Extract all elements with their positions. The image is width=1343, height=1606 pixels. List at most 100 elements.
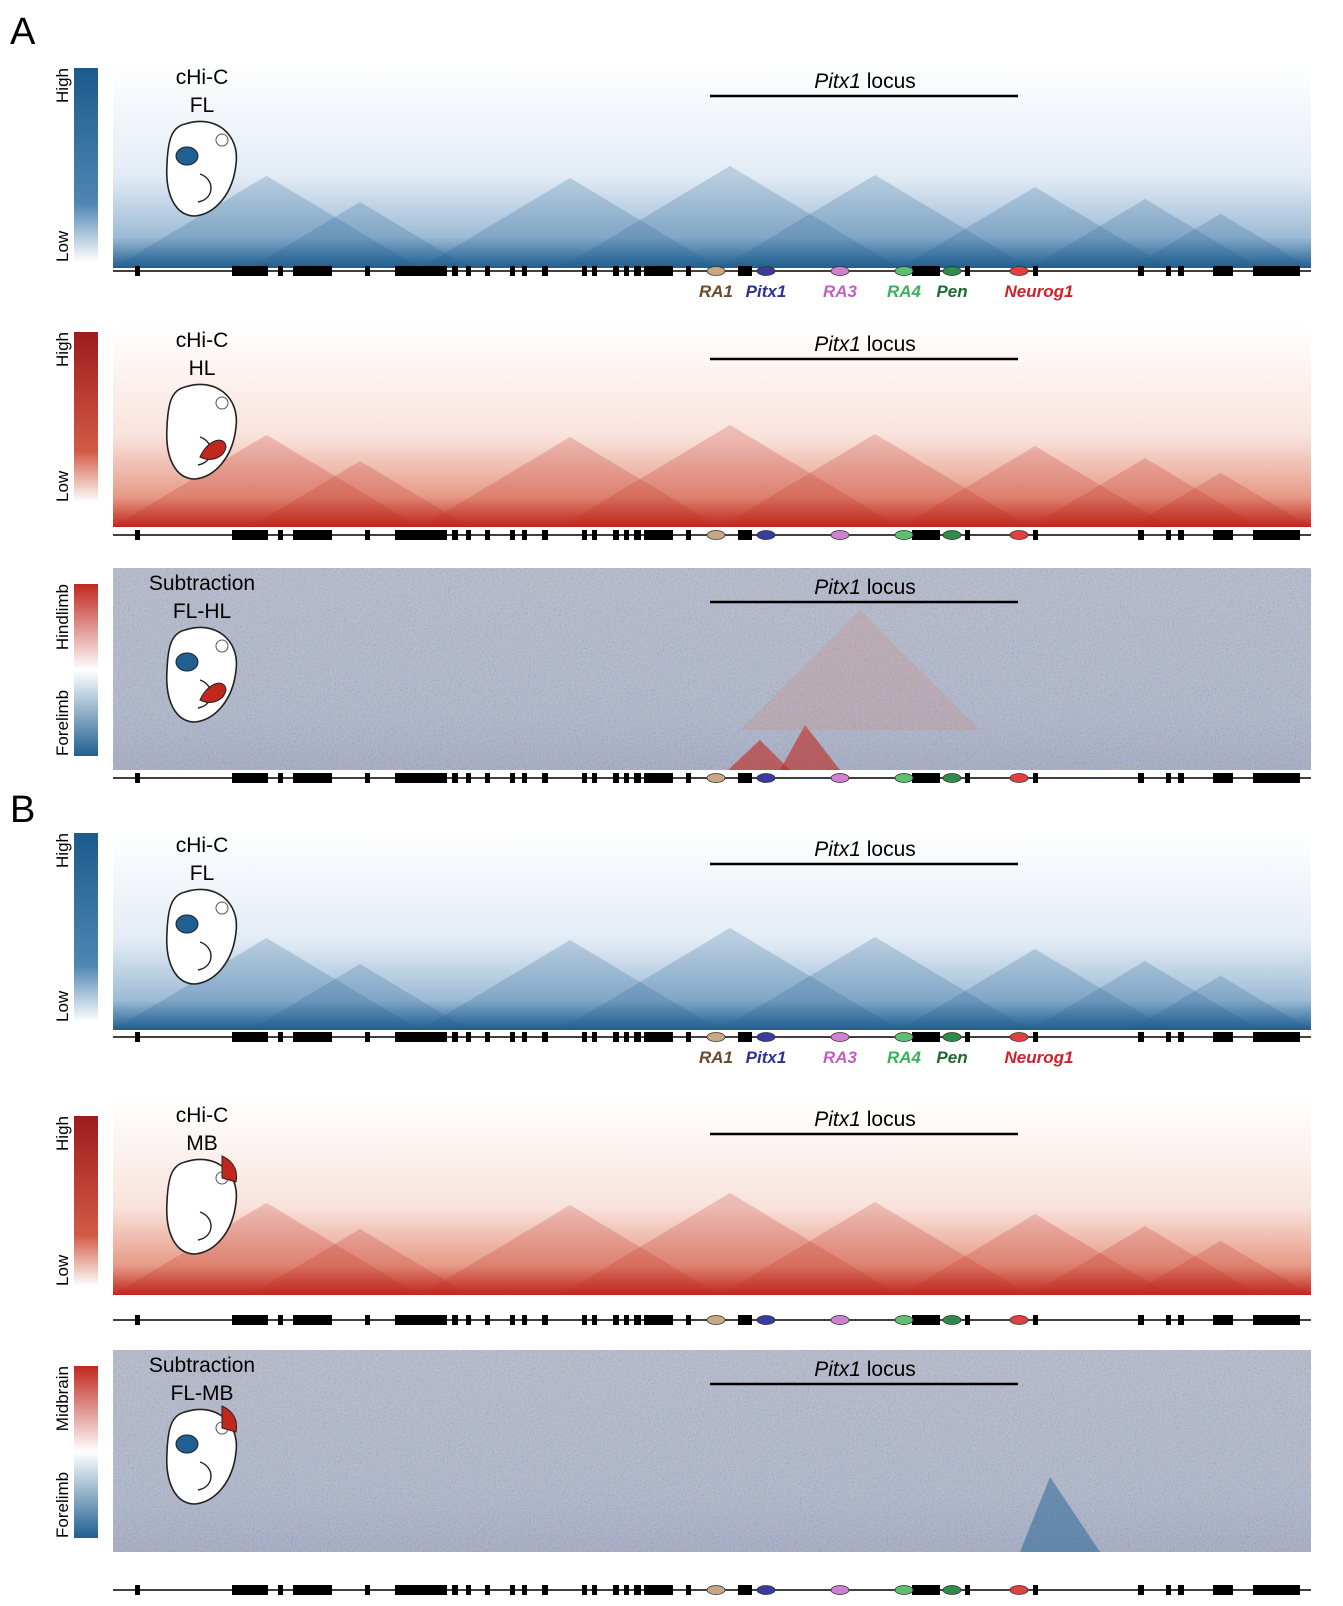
gene-block: [452, 773, 458, 783]
gene-block: [1213, 266, 1233, 276]
gene-block: [522, 1315, 527, 1325]
gene-block: [510, 1585, 515, 1595]
gene-block: [522, 773, 527, 783]
element: [943, 1586, 961, 1595]
element: [1010, 774, 1028, 783]
locus-text: locus: [867, 333, 916, 356]
element: [1010, 1586, 1028, 1595]
gene-block: [232, 1315, 268, 1325]
element: [757, 774, 775, 783]
gene-block: [232, 1585, 268, 1595]
locus-gene: Pitx1: [814, 838, 861, 861]
element: [831, 1316, 849, 1325]
gene-block: [686, 1315, 691, 1325]
gene-block: [365, 530, 370, 540]
gene-block: [1138, 1585, 1144, 1595]
gene-block: [1253, 1585, 1300, 1595]
gene-block: [582, 1032, 587, 1042]
gene-block: [592, 266, 597, 276]
gene-block: [592, 773, 597, 783]
gene-block: [542, 773, 548, 783]
colorbar-top: High: [53, 68, 72, 103]
gene-block: [1213, 1585, 1233, 1595]
gene-block: [232, 266, 268, 276]
sample-label: cHi-C: [176, 834, 229, 857]
locus-text: locus: [867, 70, 916, 93]
gene-block: [738, 1585, 752, 1595]
gene-block: [293, 1032, 332, 1042]
gene-block: [466, 1315, 471, 1325]
gene-block: [485, 1032, 490, 1042]
gene-block: [634, 1585, 641, 1595]
colorbar: [74, 332, 98, 502]
gene-block: [395, 1315, 447, 1325]
gene-block: [1253, 773, 1300, 783]
figure: A B Pitx1 locusHighLowcHi-CFLRA1Pitx1RA3…: [0, 0, 1343, 1606]
colorbar-bottom: Low: [53, 230, 72, 262]
colorbar-bottom: Forelimb: [53, 1472, 72, 1538]
gene-block: [1138, 266, 1144, 276]
gene-block: [592, 530, 597, 540]
colorbar: [74, 1116, 98, 1286]
locus-gene: Pitx1: [814, 70, 861, 93]
element: [831, 1033, 849, 1042]
gene-block: [613, 1585, 619, 1595]
gene-label: RA4: [887, 282, 922, 301]
gene-block: [1033, 1032, 1038, 1042]
gene-block: [365, 1032, 370, 1042]
gene-block: [1178, 1315, 1184, 1325]
sample-label: cHi-C: [176, 66, 229, 89]
gene-block: [466, 1585, 471, 1595]
gene-block: [634, 773, 641, 783]
gene-block: [592, 1032, 597, 1042]
gene-block: [1033, 773, 1038, 783]
gene-block: [278, 1585, 283, 1595]
gene-block: [278, 266, 283, 276]
gene-block: [624, 1032, 629, 1042]
gene-block: [634, 1032, 641, 1042]
sample-label: FL-HL: [173, 600, 231, 623]
gene-block: [1033, 1585, 1038, 1595]
gene-block: [395, 1032, 447, 1042]
gene-block: [592, 1585, 597, 1595]
element: [757, 267, 775, 276]
gene-block: [613, 1315, 619, 1325]
gene-block: [613, 773, 619, 783]
gene-label: RA4: [887, 1048, 922, 1067]
gene-block: [624, 530, 629, 540]
gene-block: [634, 266, 641, 276]
colorbar-top: High: [53, 833, 72, 868]
gene-block: [965, 1315, 970, 1325]
gene-block: [582, 773, 587, 783]
gene-block: [613, 1032, 619, 1042]
gene-block: [912, 530, 940, 540]
gene-block: [582, 1585, 587, 1595]
gene-block: [278, 1032, 283, 1042]
gene-block: [965, 530, 970, 540]
gene-block: [965, 773, 970, 783]
sample-label: FL-MB: [171, 1382, 234, 1405]
locus-gene: Pitx1: [814, 576, 861, 599]
colorbar-bottom: Low: [53, 470, 72, 502]
gene-block: [522, 266, 527, 276]
gene-block: [644, 530, 673, 540]
gene-label: Neurog1: [1005, 1048, 1074, 1067]
gene-block: [1253, 530, 1300, 540]
gene-block: [365, 266, 370, 276]
gene-block: [582, 266, 587, 276]
element: [895, 1033, 913, 1042]
gene-block: [522, 1032, 527, 1042]
element: [707, 1033, 725, 1042]
forelimb: [176, 915, 198, 933]
colorbar: [74, 584, 98, 756]
gene-block: [1253, 1032, 1300, 1042]
gene-block: [365, 1585, 370, 1595]
gene-block: [293, 1585, 332, 1595]
locus-gene: Pitx1: [814, 1108, 861, 1131]
element: [943, 267, 961, 276]
gene-block: [912, 1315, 940, 1325]
gene-block: [686, 773, 691, 783]
gene-block: [452, 266, 458, 276]
colorbar: [74, 833, 98, 1022]
gene-block: [592, 1315, 597, 1325]
